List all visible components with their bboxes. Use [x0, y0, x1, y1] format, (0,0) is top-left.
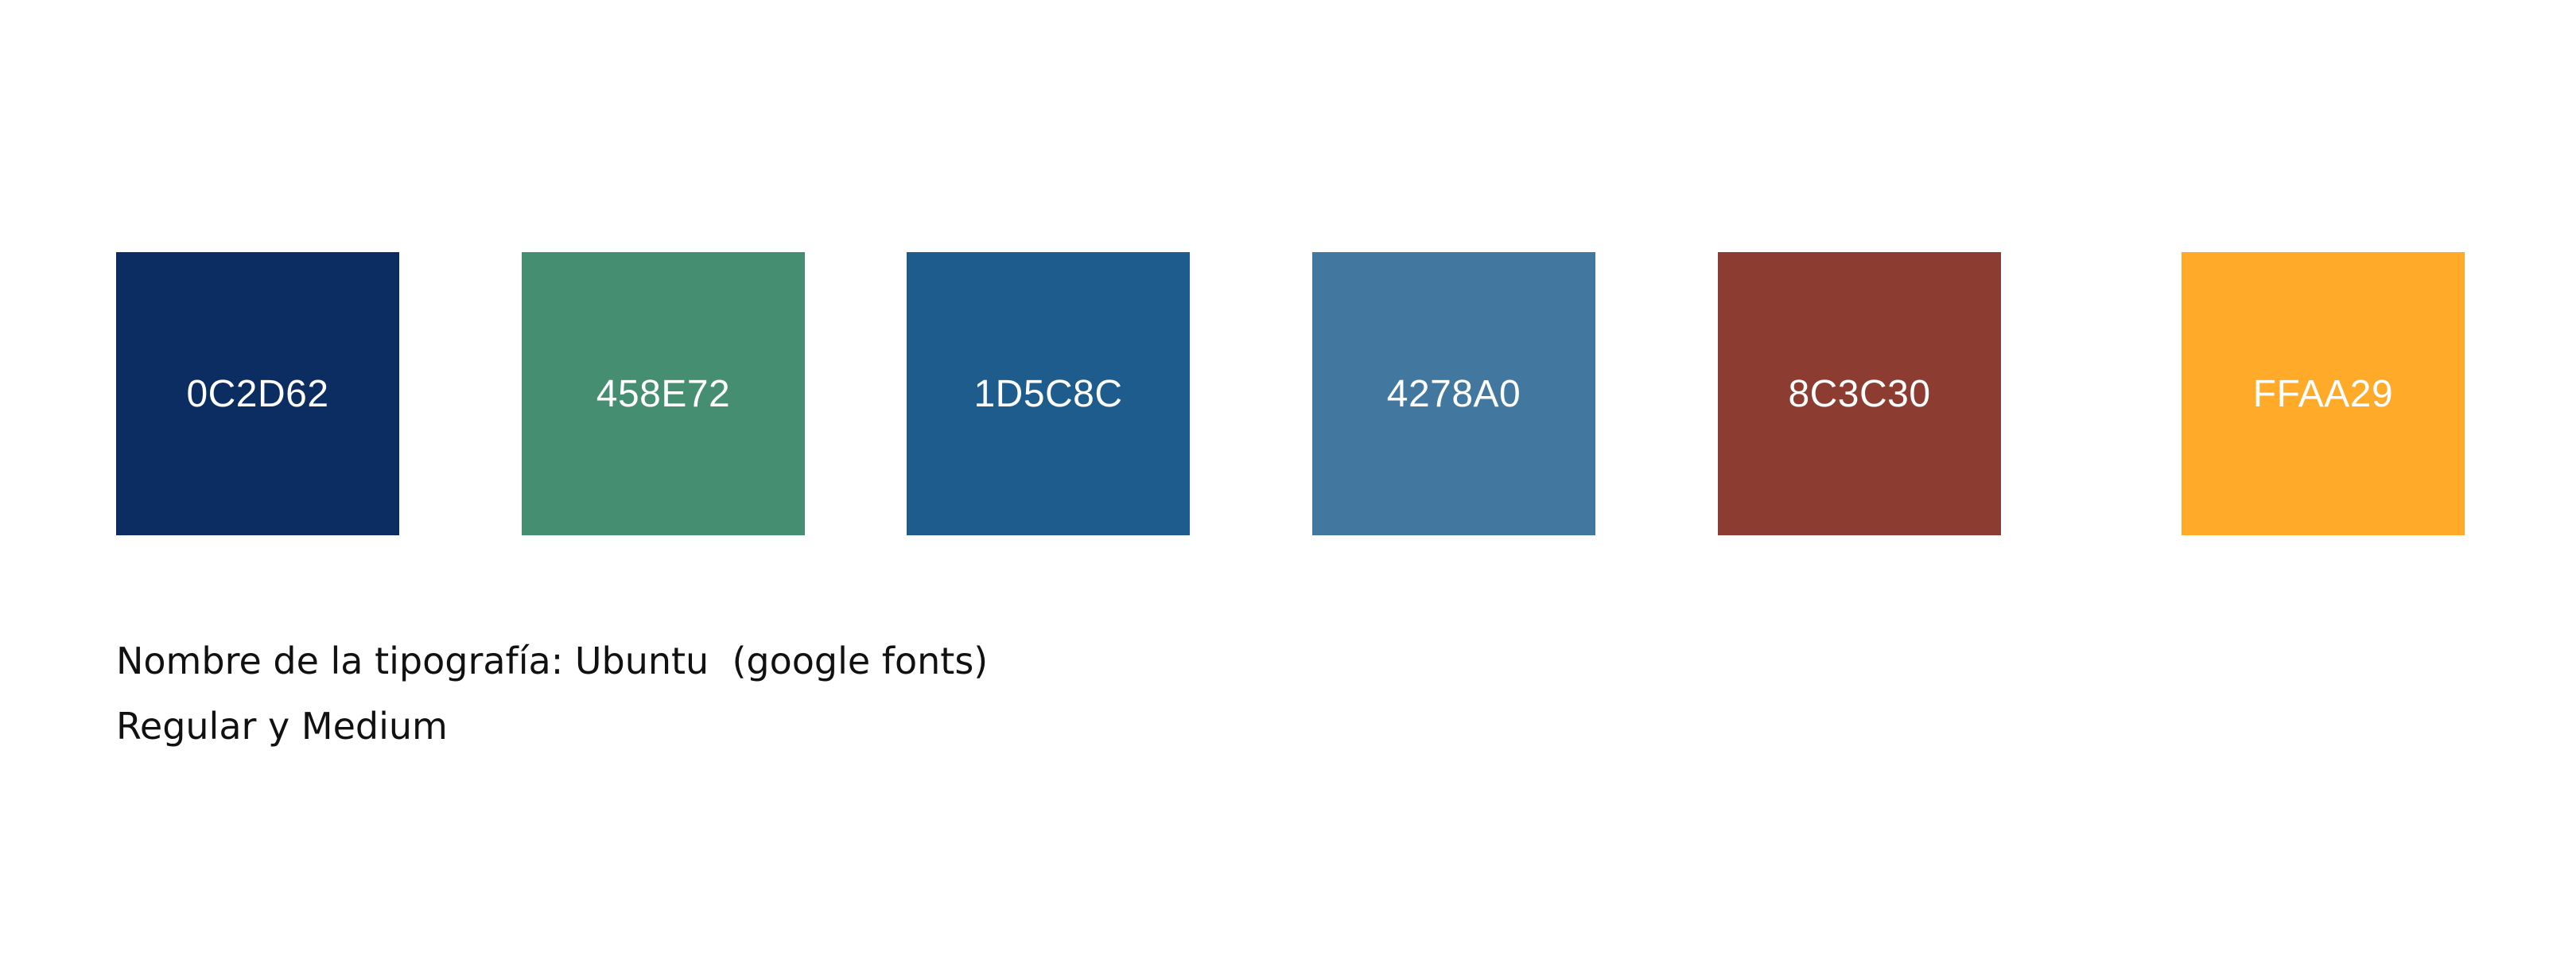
swatch-hex-label: 8C3C30: [1788, 372, 1931, 415]
typography-weights-text: Regular y Medium: [116, 705, 448, 748]
color-swatch-5: 8C3C30: [1718, 252, 2001, 535]
swatch-hex-label: 4278A0: [1386, 372, 1521, 415]
color-swatch-3: 1D5C8C: [907, 252, 1190, 535]
typography-name-text: Nombre de la tipografía: Ubuntu (google …: [116, 639, 989, 682]
color-swatch-2: 458E72: [522, 252, 805, 535]
swatch-hex-label: 1D5C8C: [973, 372, 1123, 415]
color-swatch-1: 0C2D62: [116, 252, 399, 535]
color-swatch-6: FFAA29: [2182, 252, 2465, 535]
swatch-hex-label: 458E72: [596, 372, 731, 415]
typography-info: Nombre de la tipografía: Ubuntu (google …: [116, 628, 988, 759]
swatch-hex-label: FFAA29: [2252, 372, 2394, 415]
swatch-hex-label: 0C2D62: [186, 372, 329, 415]
color-swatch-4: 4278A0: [1312, 252, 1595, 535]
